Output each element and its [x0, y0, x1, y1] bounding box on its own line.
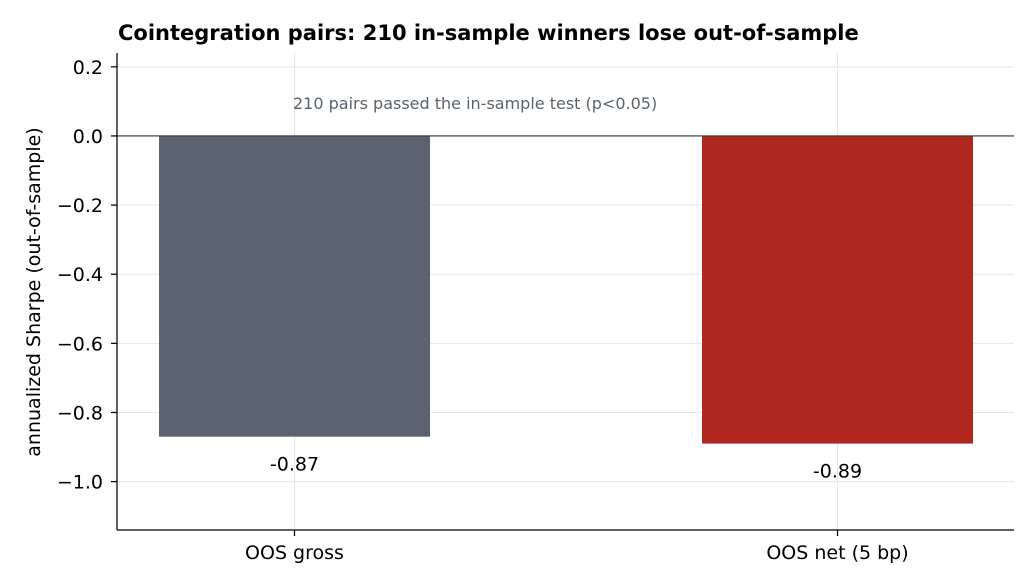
annotation-text: 210 pairs passed the in-sample test (p<0…	[293, 94, 657, 113]
y-tick-label: 0.0	[73, 126, 103, 148]
y-axis-label: annualized Sharpe (out-of-sample)	[23, 127, 45, 456]
y-tick-label: −1.0	[57, 472, 103, 494]
y-ticks: 0.2 0.0 −0.2 −0.4 −0.6 −0.8 −1.0	[57, 57, 117, 494]
y-tick-label: −0.4	[57, 264, 103, 286]
y-tick-label: −0.6	[57, 333, 103, 355]
bar	[702, 135, 973, 444]
y-tick-label: 0.2	[73, 57, 103, 79]
x-tick-label: OOS net (5 bp)	[766, 542, 908, 564]
data-labels: -0.87 -0.89	[270, 454, 862, 483]
axes	[116, 53, 1014, 531]
chart-title: Cointegration pairs: 210 in-sample winne…	[118, 21, 859, 45]
y-tick-label: −0.8	[57, 402, 103, 424]
bar-value-label: -0.87	[270, 454, 319, 476]
y-tick-label: −0.2	[57, 195, 103, 217]
bar-value-label: -0.89	[813, 461, 862, 483]
bar	[159, 135, 430, 437]
bars	[159, 135, 973, 444]
x-ticks: OOS gross OOS net (5 bp)	[245, 530, 909, 564]
x-tick-label: OOS gross	[245, 542, 344, 564]
